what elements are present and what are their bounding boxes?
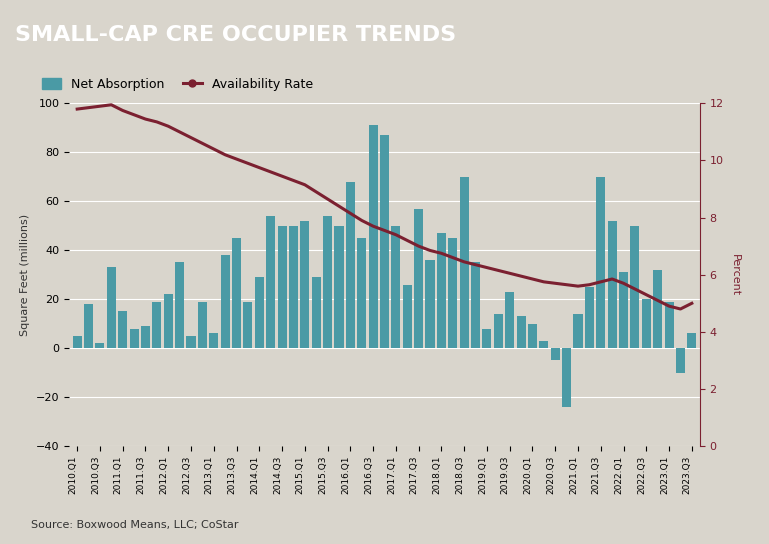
Bar bbox=[574, 314, 583, 348]
Bar bbox=[141, 326, 150, 348]
Bar bbox=[471, 263, 480, 348]
Bar bbox=[209, 333, 218, 348]
Bar bbox=[300, 221, 309, 348]
Bar bbox=[266, 216, 275, 348]
Bar bbox=[84, 304, 93, 348]
Bar bbox=[335, 226, 344, 348]
Bar bbox=[278, 226, 287, 348]
Bar bbox=[152, 301, 161, 348]
Bar bbox=[289, 226, 298, 348]
Bar bbox=[391, 226, 401, 348]
Bar bbox=[517, 317, 526, 348]
Bar bbox=[357, 238, 366, 348]
Bar bbox=[323, 216, 332, 348]
Bar bbox=[311, 277, 321, 348]
Bar bbox=[482, 329, 491, 348]
Bar bbox=[676, 348, 685, 373]
Bar bbox=[562, 348, 571, 407]
Bar bbox=[414, 209, 423, 348]
Bar bbox=[448, 238, 458, 348]
Text: Source: Boxwood Means, LLC; CoStar: Source: Boxwood Means, LLC; CoStar bbox=[31, 520, 238, 530]
Bar bbox=[642, 299, 651, 348]
Bar bbox=[118, 311, 127, 348]
Bar bbox=[608, 221, 617, 348]
Bar bbox=[129, 329, 138, 348]
Bar bbox=[687, 333, 697, 348]
Bar bbox=[494, 314, 503, 348]
Bar bbox=[551, 348, 560, 361]
Bar bbox=[664, 301, 674, 348]
Bar bbox=[95, 343, 105, 348]
Bar bbox=[243, 301, 252, 348]
Bar bbox=[380, 135, 389, 348]
Bar bbox=[653, 270, 662, 348]
Bar bbox=[437, 233, 446, 348]
Bar bbox=[631, 226, 640, 348]
Bar bbox=[232, 238, 241, 348]
Bar bbox=[346, 182, 355, 348]
Bar bbox=[596, 177, 605, 348]
Bar bbox=[619, 272, 628, 348]
Bar bbox=[539, 341, 548, 348]
Y-axis label: Square Feet (millions): Square Feet (millions) bbox=[21, 214, 31, 336]
Bar bbox=[368, 126, 378, 348]
Bar bbox=[255, 277, 264, 348]
Bar bbox=[186, 336, 195, 348]
Bar bbox=[175, 263, 184, 348]
Text: SMALL-CAP CRE OCCUPIER TRENDS: SMALL-CAP CRE OCCUPIER TRENDS bbox=[15, 26, 457, 45]
Bar bbox=[164, 294, 173, 348]
Legend: Net Absorption, Availability Rate: Net Absorption, Availability Rate bbox=[37, 73, 318, 96]
Bar bbox=[528, 324, 537, 348]
Bar bbox=[107, 267, 116, 348]
Bar bbox=[505, 292, 514, 348]
Bar bbox=[198, 301, 207, 348]
Bar bbox=[460, 177, 469, 348]
Bar bbox=[425, 260, 434, 348]
Bar bbox=[403, 285, 412, 348]
Bar bbox=[72, 336, 82, 348]
Bar bbox=[585, 287, 594, 348]
Bar bbox=[221, 255, 230, 348]
Y-axis label: Percent: Percent bbox=[731, 254, 741, 296]
